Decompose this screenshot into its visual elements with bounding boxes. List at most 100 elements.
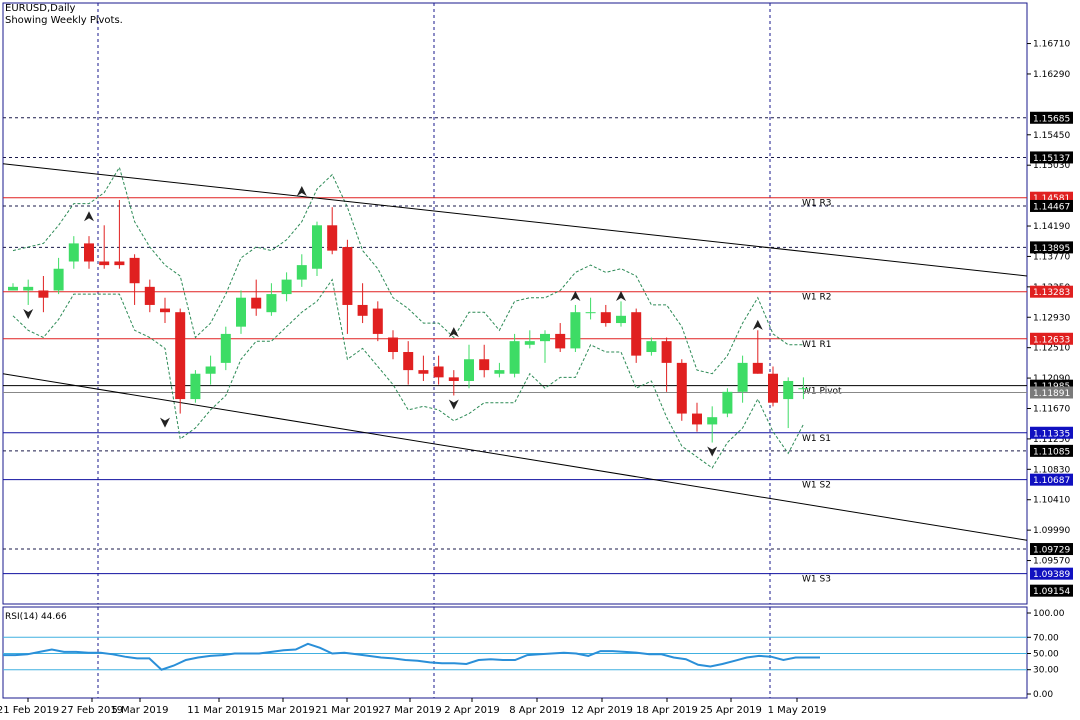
candle-body: [783, 380, 794, 400]
rsi-y-tick-label: 50.00: [1033, 650, 1059, 660]
candle: [448, 370, 459, 396]
rsi-label: RSI(14) 44.66: [5, 612, 67, 622]
price-tag-bg: [1030, 584, 1073, 597]
fractal-down-arrow: [448, 399, 459, 410]
price-tag-bg: [1030, 473, 1073, 486]
price-tag: 1.11335: [1030, 426, 1073, 439]
price-tag: 1.09729: [1030, 543, 1073, 556]
candle-body: [53, 268, 64, 291]
price-tag-bg: [1030, 285, 1073, 298]
candle: [23, 279, 34, 305]
x-tick-label: 5 Mar 2019: [111, 705, 168, 716]
pivot-label: W1 R1: [802, 340, 831, 350]
rsi-y-tick-label: 30.00: [1033, 666, 1059, 676]
candle: [768, 366, 778, 407]
candle-body: [555, 333, 566, 349]
candle: [312, 221, 322, 276]
price-tag-label: 1.11335: [1033, 429, 1070, 439]
chart-symbol-title: EURUSD,Daily: [5, 3, 76, 14]
candle: [144, 279, 155, 313]
price-tag-label: 1.11085: [1033, 447, 1070, 457]
candle: [524, 330, 535, 349]
price-tag: 1.09154: [1030, 584, 1073, 597]
candle-body: [661, 341, 672, 363]
candle: [372, 301, 383, 342]
candle-body: [251, 297, 262, 309]
candle-body: [768, 373, 778, 403]
price-tag-label: 1.14467: [1033, 202, 1070, 212]
candle: [38, 275, 49, 313]
y-tick-label: 1.10410: [1033, 496, 1070, 506]
price-tag-label: 1.11891: [1033, 389, 1070, 399]
candle-body: [266, 294, 277, 313]
candle: [798, 377, 809, 400]
candle: [205, 355, 216, 385]
price-tag-bg: [1030, 151, 1073, 164]
candle-body: [722, 391, 733, 414]
candle: [692, 402, 702, 432]
candle-body: [99, 261, 110, 266]
candle: [752, 330, 763, 374]
price-tag-bg: [1030, 386, 1073, 399]
candle-body: [296, 265, 307, 280]
y-tick-label: 1.11670: [1033, 404, 1070, 414]
rsi-y-tick-label: 100.00: [1033, 609, 1065, 619]
price-tag: 1.10687: [1030, 473, 1073, 486]
candle: [53, 257, 64, 295]
y-tick-label: 1.12090: [1033, 374, 1070, 384]
candle: [570, 304, 581, 353]
y-tick-label: 1.15030: [1033, 161, 1070, 171]
pivot-label: W1 S1: [802, 434, 831, 444]
candle-body: [281, 279, 292, 295]
candle-body: [540, 333, 550, 342]
price-tag: 1.13283: [1030, 285, 1073, 298]
candle: [418, 355, 429, 381]
candle: [494, 362, 505, 378]
candle-body: [312, 225, 322, 269]
fractal-up-arrow: [296, 185, 307, 196]
price-tag-bg: [1030, 199, 1073, 212]
candle: [737, 355, 748, 403]
price-tag-label: 1.15137: [1033, 154, 1070, 164]
y-tick-label: 1.09570: [1033, 557, 1070, 567]
price-frame: [2, 2, 1028, 605]
price-tag-label: 1.15685: [1033, 114, 1070, 124]
x-tick-label: 8 Apr 2019: [509, 705, 564, 716]
candle-body: [84, 243, 94, 262]
price-tag-label: 1.10687: [1033, 476, 1070, 486]
candle-body: [631, 312, 642, 356]
envelope-upper: [12, 166, 804, 375]
price-tag: 1.13895: [1030, 241, 1073, 254]
candle-body: [509, 341, 520, 374]
candle-body: [798, 388, 809, 390]
x-tick-label: 15 Mar 2019: [251, 705, 314, 716]
price-tag-bg: [1030, 241, 1073, 254]
price-tag-label: 1.09154: [1033, 587, 1070, 597]
x-tick-label: 2 Apr 2019: [444, 705, 499, 716]
candle-body: [205, 366, 216, 374]
fractal-up-arrow: [84, 211, 94, 222]
candle-body: [114, 261, 125, 266]
candle: [190, 370, 201, 403]
candle-body: [479, 359, 490, 371]
price-tag-bg: [1030, 332, 1073, 345]
candle: [783, 377, 794, 429]
candle: [266, 283, 277, 316]
price-plot: W1 R3 W1 R2 W1 R1 W1 Pivot W1 S1 W1 S2 W1 S3 1.…: [2, 2, 1073, 605]
candle: [403, 341, 414, 385]
candle-body: [585, 312, 596, 314]
envelope-lower: [12, 278, 804, 469]
fractal-up-arrow: [752, 319, 763, 330]
candle: [631, 308, 642, 363]
candle-body: [190, 373, 201, 400]
price-tag-bg: [1030, 426, 1073, 439]
chart-subtitle: Showing Weekly Pivots.: [5, 15, 123, 26]
price-tag-label: 1.13895: [1033, 244, 1070, 254]
candle: [8, 283, 18, 291]
y-tick-label: 1.16290: [1033, 70, 1070, 80]
candle-body: [737, 362, 748, 392]
candle-body: [68, 243, 79, 262]
candle-body: [646, 341, 657, 353]
price-tag-bg: [1030, 567, 1073, 580]
price-tag: 1.09389: [1030, 567, 1073, 580]
